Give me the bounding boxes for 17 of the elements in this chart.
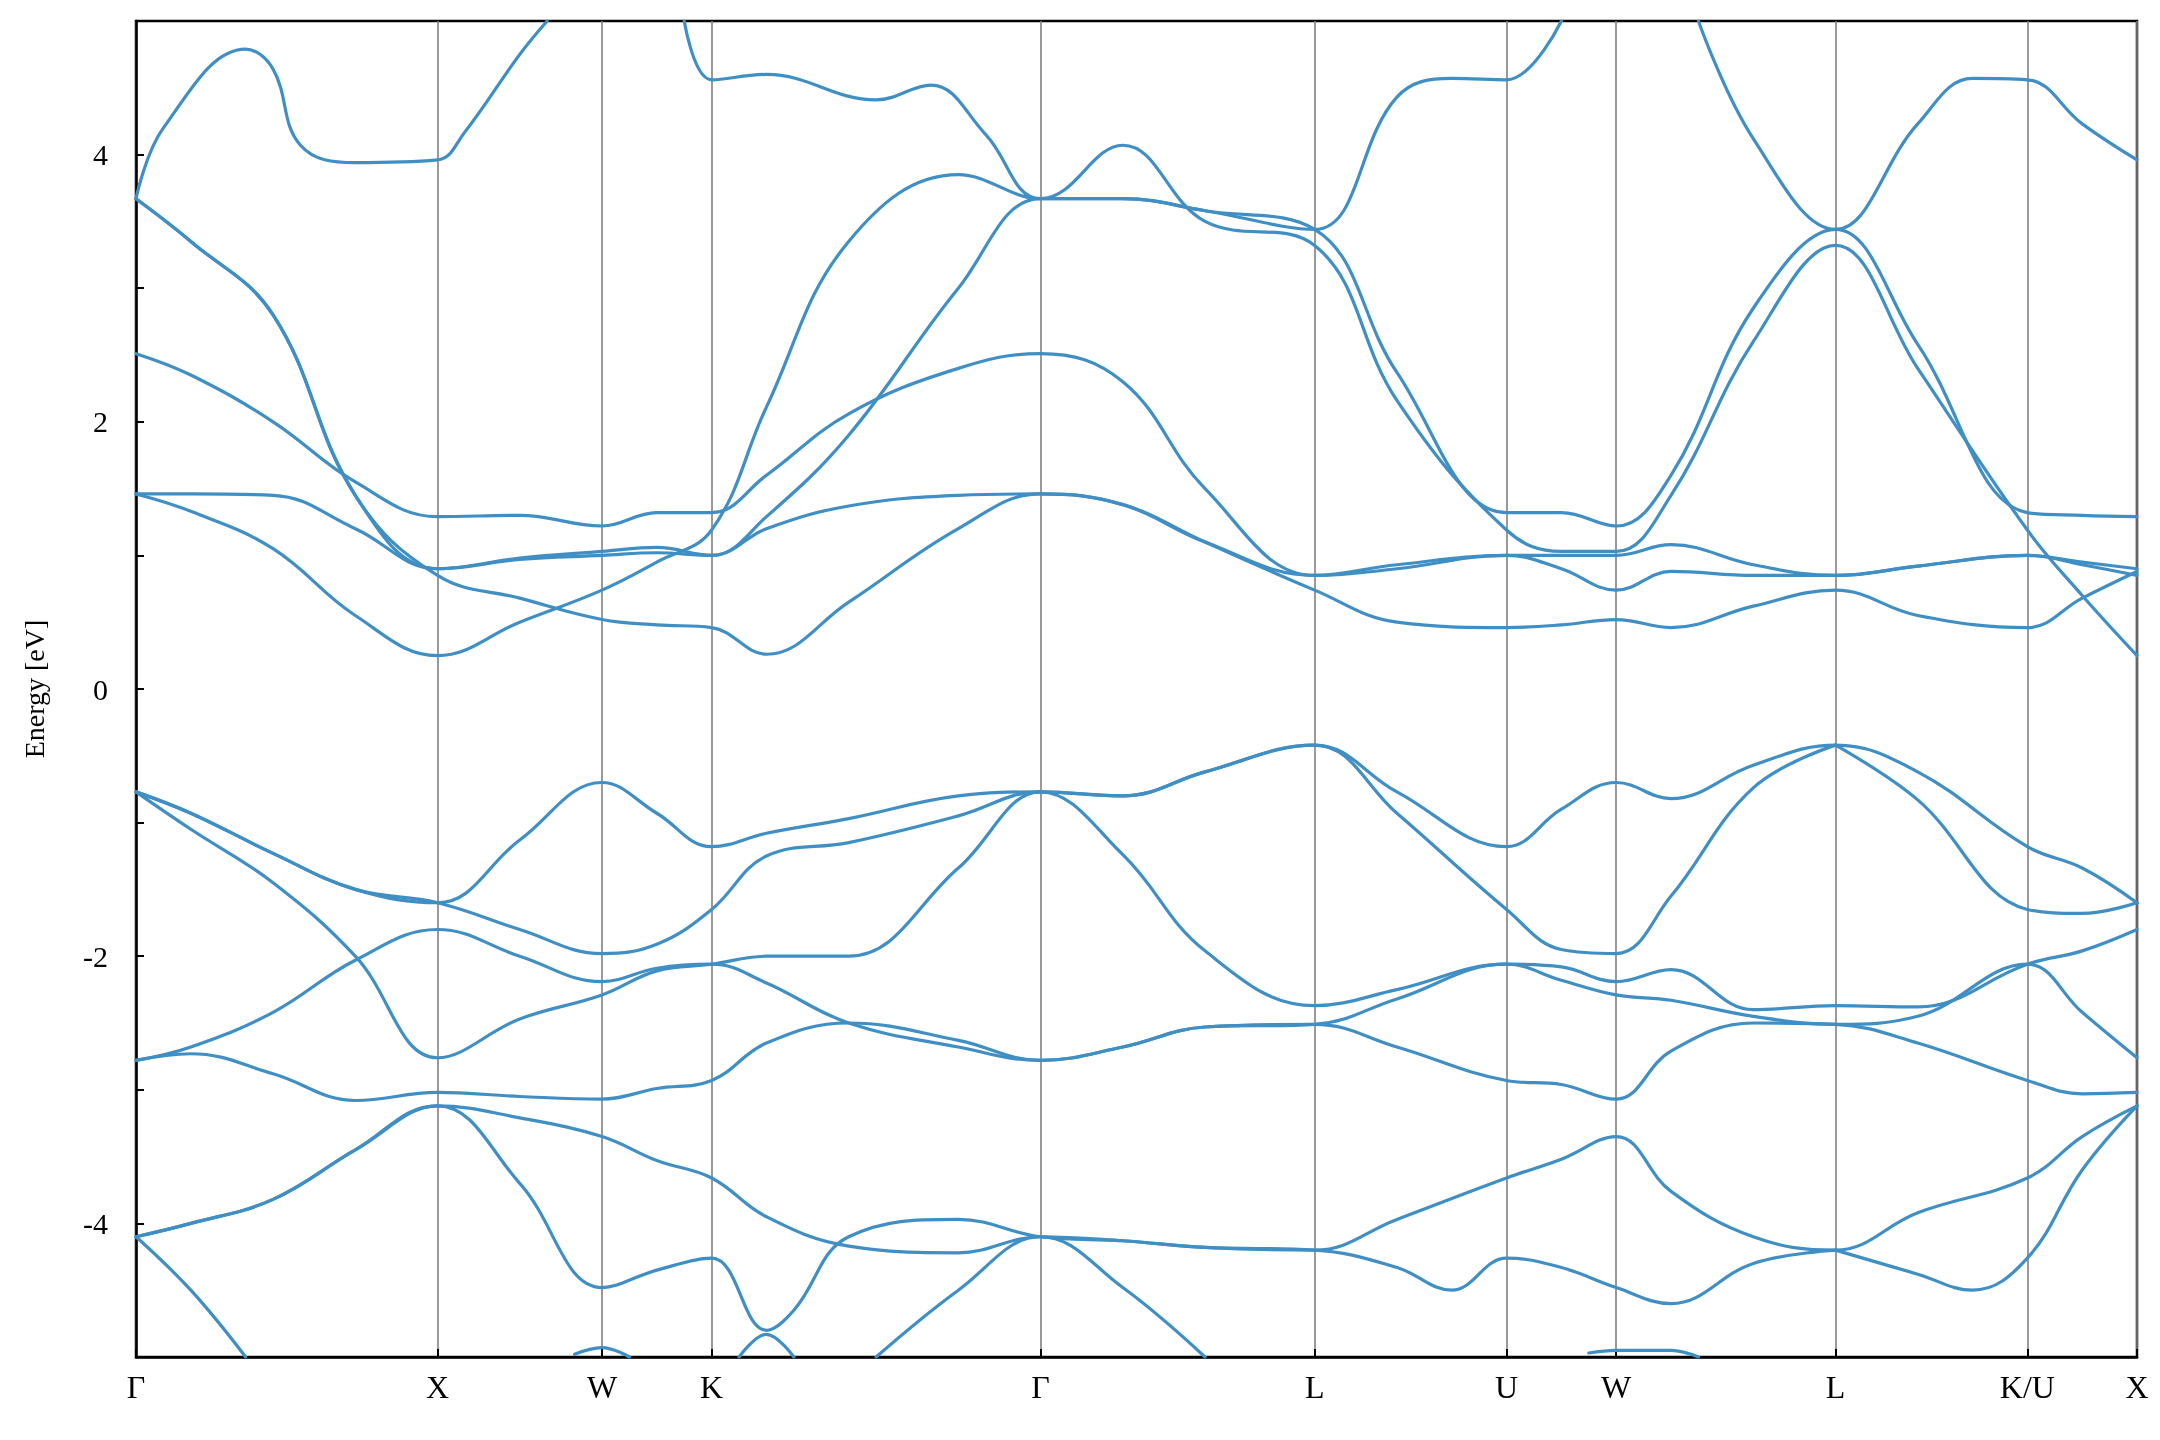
x-tick-label: X bbox=[2125, 1369, 2149, 1405]
y-axis-title: Energy [eV] bbox=[18, 619, 50, 759]
x-tick-label: L bbox=[1825, 1369, 1846, 1405]
x-tick-label: K bbox=[700, 1369, 724, 1405]
x-tick-label: L bbox=[1304, 1369, 1325, 1405]
x-tick-label: U bbox=[1494, 1369, 1519, 1405]
y-tick-label: -4 bbox=[83, 1206, 108, 1240]
x-tick-label: Γ bbox=[126, 1369, 146, 1405]
x-tick-label: W bbox=[1601, 1369, 1633, 1405]
y-tick-label: 4 bbox=[93, 138, 108, 172]
y-tick-label: 0 bbox=[93, 672, 108, 706]
y-tick-label: 2 bbox=[93, 405, 108, 439]
y-tick-label: -2 bbox=[83, 939, 108, 973]
x-tick-label: W bbox=[586, 1369, 618, 1405]
x-tick-label: Γ bbox=[1031, 1369, 1050, 1405]
x-tick-label: K/U bbox=[1999, 1369, 2055, 1405]
x-tick-label: X bbox=[425, 1369, 450, 1405]
